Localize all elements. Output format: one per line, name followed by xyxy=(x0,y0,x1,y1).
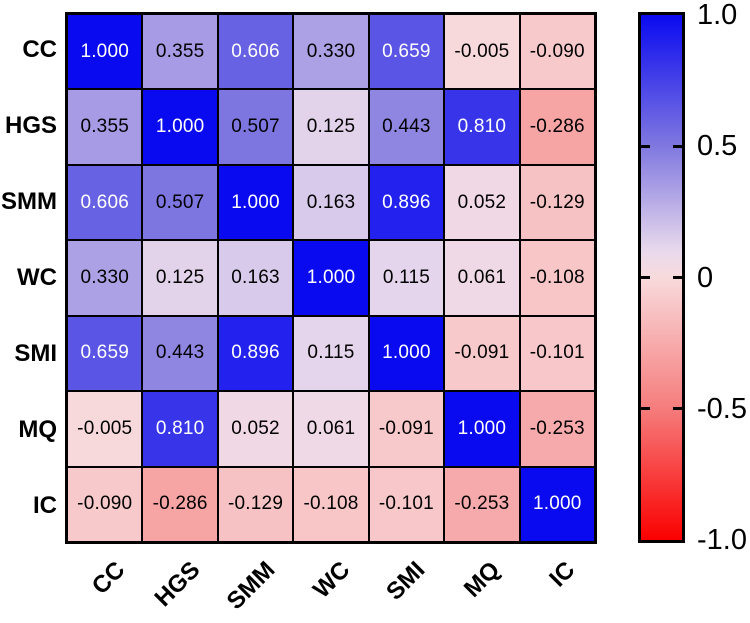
x-axis-label: WC xyxy=(308,556,356,604)
y-axis-label: SMI xyxy=(14,340,57,367)
heatmap-cell: 0.355 xyxy=(142,14,218,90)
heatmap-cell: -0.101 xyxy=(368,466,445,542)
heatmap-cell: -0.129 xyxy=(217,466,294,542)
colorbar-tick-label: 0.5 xyxy=(697,130,738,163)
y-axis-labels: CC HGS SMM WC SMI MQ IC xyxy=(0,12,60,544)
heatmap-cell: 0.507 xyxy=(217,89,294,165)
heatmap-cell: 1.000 xyxy=(142,89,218,165)
colorbar-tick xyxy=(673,407,682,411)
heatmap-cell: 0.125 xyxy=(293,89,369,165)
heatmap-cell: 0.810 xyxy=(444,89,520,165)
heatmap-cell: 1.000 xyxy=(293,240,369,316)
heatmap-cell: -0.108 xyxy=(519,240,595,316)
heatmap-cell: 0.810 xyxy=(142,391,218,467)
colorbar-tick xyxy=(641,407,650,411)
heatmap-cell: 0.061 xyxy=(293,391,369,467)
colorbar-tick xyxy=(641,276,650,279)
y-axis-label: SMM xyxy=(1,188,57,215)
heatmap-cell: 0.659 xyxy=(67,315,143,392)
heatmap-cell: 0.896 xyxy=(217,315,294,392)
heatmap-cell: 0.659 xyxy=(368,14,445,90)
x-axis-label: SMM xyxy=(221,556,281,615)
heatmap-cell: -0.108 xyxy=(293,466,369,542)
heatmap-cell: -0.253 xyxy=(519,391,595,467)
y-axis-label: MQ xyxy=(18,416,57,443)
heatmap-cell: 0.443 xyxy=(368,89,445,165)
heatmap-cell: 0.125 xyxy=(142,240,218,316)
heatmap-cell: 0.443 xyxy=(142,315,218,392)
heatmap-cell: 0.052 xyxy=(444,164,520,241)
heatmap-cell: 0.115 xyxy=(293,315,369,392)
heatmap-cell: 0.052 xyxy=(217,391,294,467)
heatmap-cell: -0.091 xyxy=(368,391,445,467)
heatmap-cell: 0.507 xyxy=(142,164,218,241)
y-axis-label: WC xyxy=(17,264,57,291)
heatmap-cell: 0.330 xyxy=(293,14,369,90)
heatmap-cell: 0.330 xyxy=(67,240,143,316)
y-axis-label: HGS xyxy=(4,112,57,139)
heatmap-cell: -0.005 xyxy=(67,391,143,467)
heatmap-cell: 1.000 xyxy=(217,164,294,241)
heatmap-cell: -0.005 xyxy=(444,14,520,90)
heatmap-cell: -0.286 xyxy=(142,466,218,542)
heatmap-cell: 0.606 xyxy=(217,14,294,90)
heatmap-cell: 0.163 xyxy=(217,240,294,316)
heatmap-cell: -0.253 xyxy=(444,466,520,542)
heatmap-cell: 0.355 xyxy=(67,89,143,165)
heatmap-cell: 0.606 xyxy=(67,164,143,241)
colorbar xyxy=(638,12,685,543)
heatmap-cell: 0.115 xyxy=(368,240,445,316)
x-axis-label: CC xyxy=(86,556,130,600)
heatmap-cell: -0.090 xyxy=(519,14,595,90)
heatmap-cell: 1.000 xyxy=(67,14,143,90)
colorbar-tick-label: 1.0 xyxy=(697,0,738,31)
colorbar-tick-label: -1.0 xyxy=(697,524,747,556)
heatmap-cell: -0.090 xyxy=(67,466,143,542)
heatmap-cell: 1.000 xyxy=(368,315,445,392)
y-axis-label: IC xyxy=(33,492,57,519)
colorbar-tick-label: 0 xyxy=(697,261,714,294)
heatmap-cell: 1.000 xyxy=(444,391,520,467)
colorbar-tick-label: -0.5 xyxy=(697,392,747,425)
heatmap-cell: -0.129 xyxy=(519,164,595,241)
heatmap-cell: -0.091 xyxy=(444,315,520,392)
colorbar-tick xyxy=(673,144,682,148)
heatmap-cell: 0.061 xyxy=(444,240,520,316)
colorbar-tick xyxy=(641,144,650,148)
heatmap-cell: 1.000 xyxy=(519,466,595,542)
x-axis-label: MQ xyxy=(459,556,506,603)
heatmap-cell: -0.101 xyxy=(519,315,595,392)
heatmap-cell: -0.286 xyxy=(519,89,595,165)
x-axis-label: IC xyxy=(544,556,581,593)
x-axis-label: SMI xyxy=(381,556,431,606)
colorbar-tick xyxy=(673,276,682,279)
x-axis-label: HGS xyxy=(149,556,206,613)
y-axis-label: CC xyxy=(22,36,57,63)
heatmap-grid: 1.000 0.355 0.606 0.330 0.659 -0.005 -0.090 0.3… xyxy=(65,12,597,544)
heatmap-cell: 0.896 xyxy=(368,164,445,241)
heatmap-cell: 0.163 xyxy=(293,164,369,241)
